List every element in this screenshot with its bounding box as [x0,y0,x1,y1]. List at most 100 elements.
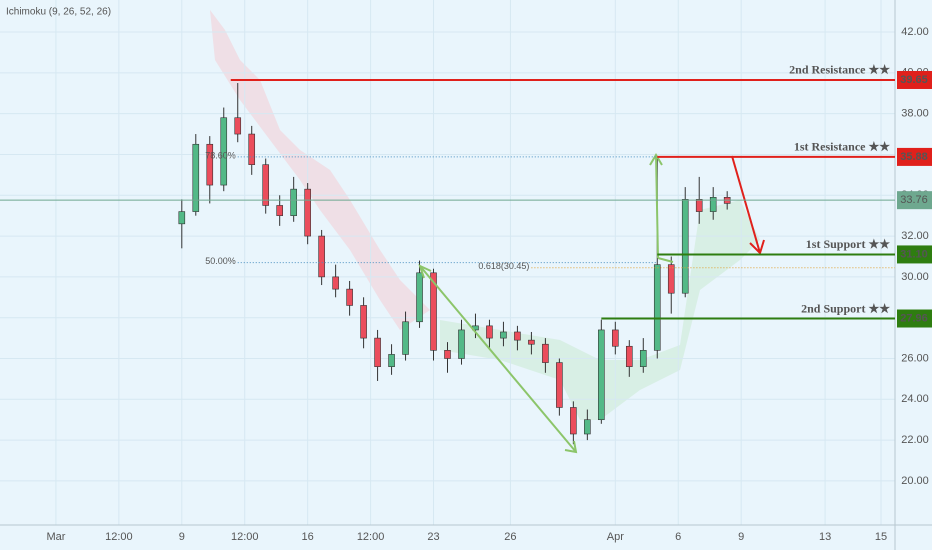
grid [0,0,895,525]
x-tick-label: 26 [504,531,516,543]
x-tick-label: Apr [607,531,624,543]
candle [625,340,633,377]
candle-body [360,305,367,339]
candle [444,342,451,373]
candle-body [192,143,200,212]
candle-body [556,362,563,408]
candle-body [639,350,647,367]
candle-body [416,272,423,323]
candle-body [262,164,270,206]
last-price-label: 33.76 [900,194,928,206]
candle [584,409,591,441]
candle-body [500,331,507,339]
arrow-head [749,239,765,255]
candle [262,158,270,214]
level-name: 1st Support ★★ [806,237,890,251]
candle [360,297,367,349]
candle-body [388,354,395,367]
arrow-line [419,265,577,453]
indicator-label: Ichimoku (9, 26, 52, 26) [6,7,111,18]
candle [500,321,507,347]
arrow-line [655,154,659,259]
x-tick-label: 6 [675,531,681,543]
x-tick-label: 15 [875,531,887,543]
candle [612,321,619,355]
cloud-green [440,200,760,420]
candle [304,183,311,245]
candle [290,176,297,222]
arrow-head [649,153,663,166]
y-tick-label: 22.00 [901,434,929,446]
y-tick-label: 38.00 [901,108,929,120]
level-name: 2nd Support ★★ [801,301,890,315]
candle [402,311,409,361]
candle [318,229,325,286]
level-box [897,309,932,328]
y-tick-label: 32.00 [901,230,929,242]
arrows [418,153,765,454]
arrow-line [731,155,761,254]
x-tick-label: 12:00 [357,531,385,543]
candle [332,264,339,298]
candle [542,338,549,373]
candle-body [542,343,549,363]
level-name: 2nd Resistance ★★ [789,63,890,77]
candle-body [332,276,339,290]
candle-body [178,211,186,225]
candle [178,199,186,249]
candle [667,256,675,314]
candle [430,268,437,361]
candle-body [695,199,703,212]
candle [192,134,200,216]
candle [709,187,717,220]
x-tick-label: 12:00 [231,531,259,543]
y-tick-label: 26.00 [901,352,929,364]
level-box [897,147,932,166]
level-value: 35.88 [900,151,928,163]
candle-body [248,133,256,165]
candle-body [709,197,717,212]
x-tick-label: 16 [302,531,314,543]
candle-body [374,337,381,367]
candle-body [514,331,521,341]
level-value: 27.96 [900,312,928,324]
x-tick-label: Mar [46,531,65,543]
arrow-line [657,257,674,263]
x-tick-label: 9 [738,531,744,543]
x-tick-label: 13 [819,531,831,543]
candle-body [681,199,689,294]
candle-body [402,321,409,355]
candle [528,331,535,355]
candle-body [206,143,214,186]
x-tick-label: 12:00 [105,531,133,543]
candle [206,136,214,204]
arrow-head [564,440,578,454]
candle [639,338,647,373]
candle-body [598,329,605,421]
level-box [897,70,932,89]
y-tick-label: 20.00 [901,475,929,487]
candle [220,107,228,192]
candle [570,401,577,445]
cloud-red [210,10,430,330]
candle [458,319,465,365]
candle-body [528,339,535,345]
candle [234,83,242,143]
last-price-box [897,191,932,210]
candle-body [570,407,577,435]
fib-label: 0.618(30.45) [478,261,529,271]
candle [416,260,423,328]
candle [388,344,395,375]
level-name: 1st Resistance ★★ [794,140,890,154]
candle-body [612,329,619,347]
candle-body [234,117,242,135]
candle-body [444,350,451,359]
candle [486,319,493,349]
fib-label: 50.00% [205,256,236,266]
candle [374,329,381,381]
candle-body [304,188,311,237]
candle-body [625,345,633,367]
candle-body [346,288,353,306]
marks [178,83,731,445]
candle [346,280,353,316]
